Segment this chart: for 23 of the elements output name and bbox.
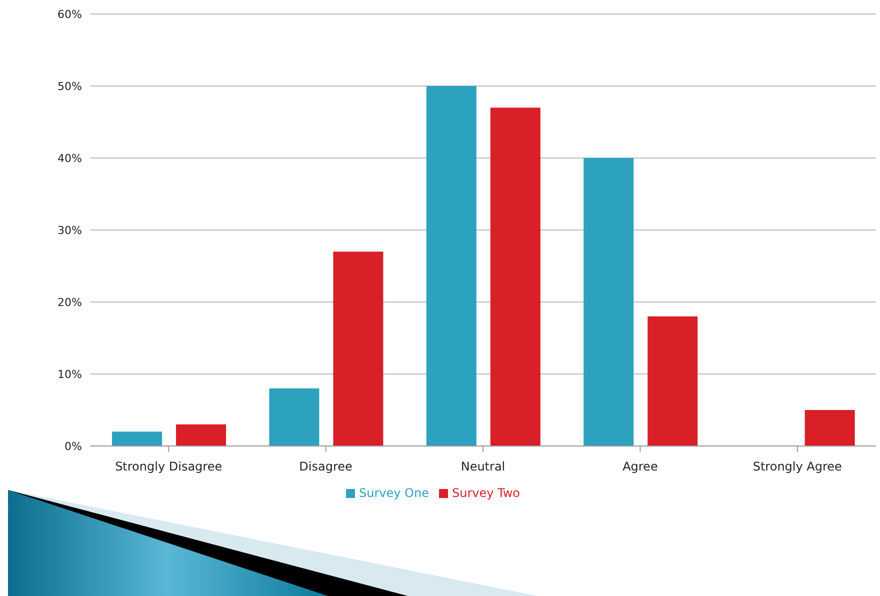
- y-tick-label: 10%: [58, 368, 82, 381]
- x-tick-label: Neutral: [460, 460, 506, 474]
- y-tick-label: 60%: [58, 8, 82, 21]
- bar: [333, 252, 384, 446]
- bar: [426, 86, 476, 446]
- bar: [584, 158, 634, 446]
- bar: [269, 388, 320, 446]
- y-tick-label: 30%: [58, 224, 82, 237]
- x-tick-label: Disagree: [299, 460, 352, 474]
- y-tick-label: 50%: [58, 80, 82, 93]
- legend-label: Survey One: [358, 486, 429, 500]
- bar: [112, 432, 162, 446]
- bar: [648, 316, 698, 446]
- legend-label: Survey Two: [452, 486, 520, 500]
- bar: [804, 410, 855, 446]
- bar: [176, 424, 226, 446]
- x-tick-label: Strongly Agree: [752, 460, 842, 474]
- y-tick-label: 0%: [64, 440, 82, 453]
- y-tick-label: 20%: [58, 296, 82, 309]
- y-tick-label: 40%: [58, 152, 82, 165]
- x-tick-label: Strongly Disagree: [115, 460, 222, 474]
- bar: [490, 108, 540, 446]
- x-tick-label: Agree: [622, 460, 658, 474]
